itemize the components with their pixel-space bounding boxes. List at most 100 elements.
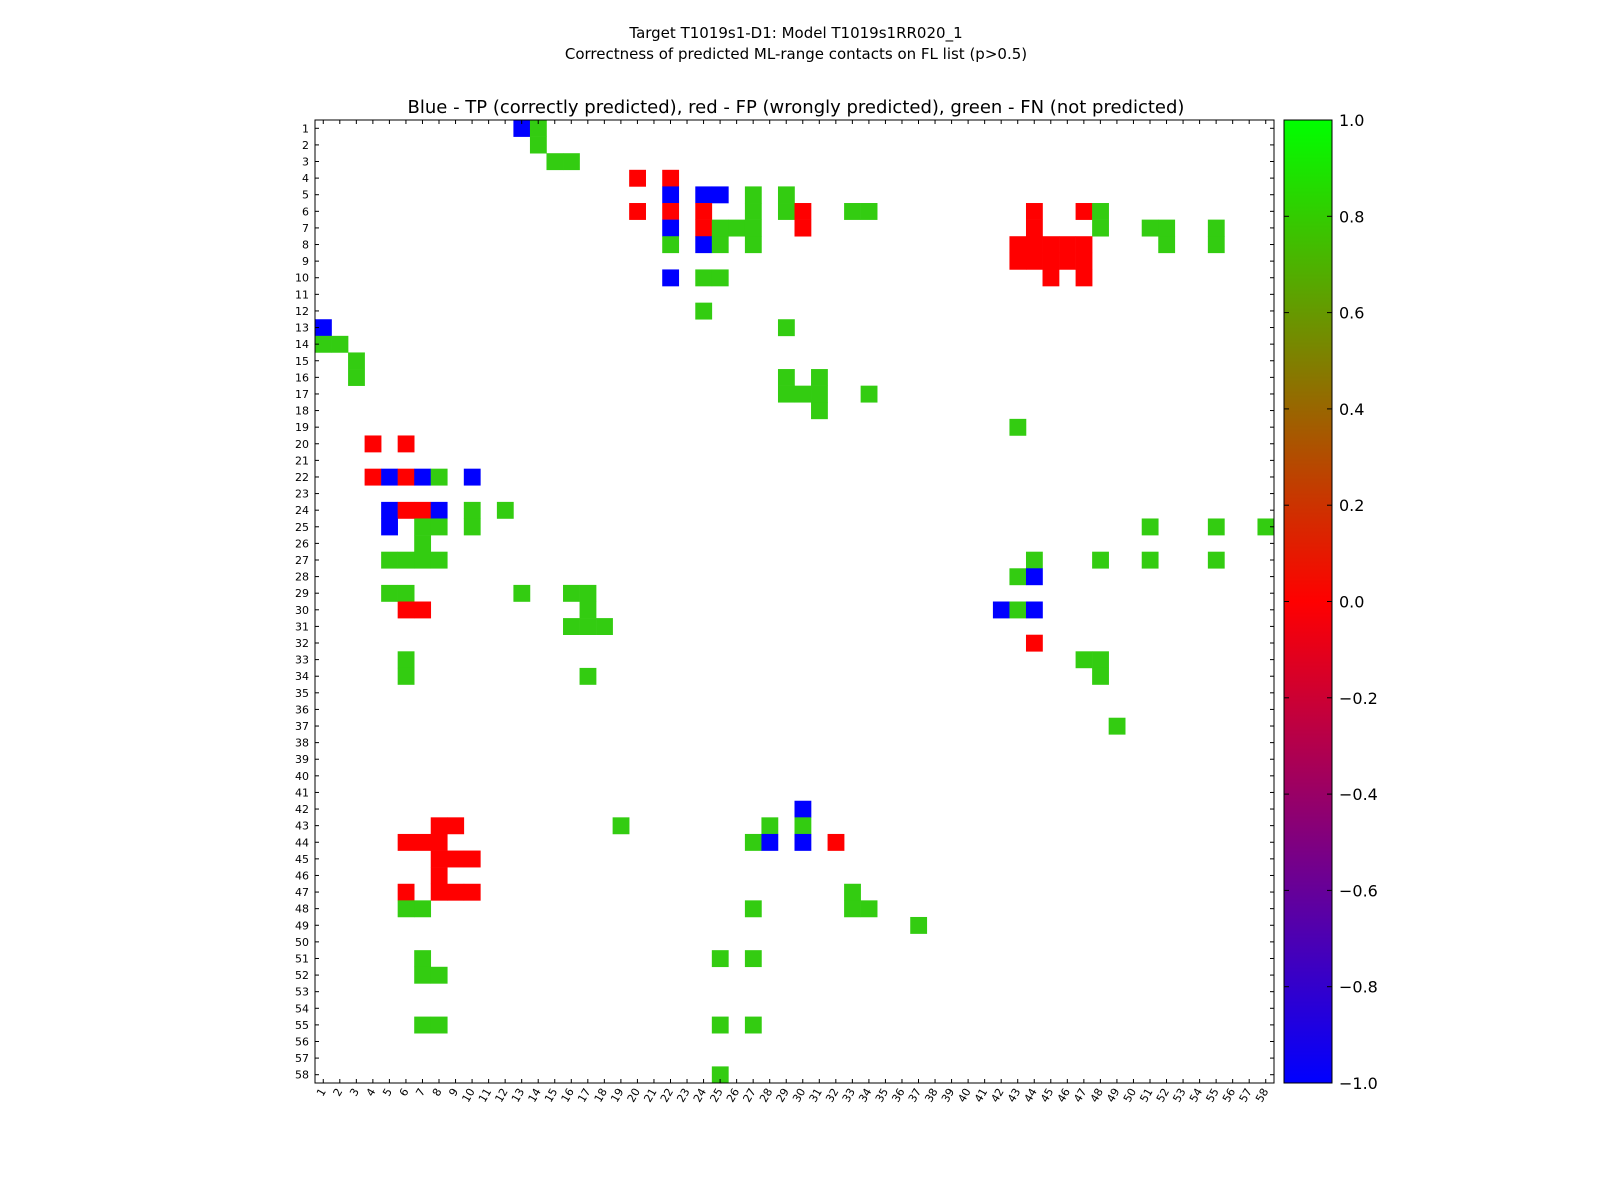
y-tick-label-36: 36 bbox=[295, 703, 309, 716]
cell-fn-r16-c3 bbox=[348, 369, 365, 386]
cell-fn-r55-c7 bbox=[414, 1016, 432, 1034]
cell-fn-r29-c16 bbox=[563, 584, 580, 602]
cell-tp-r1-c13 bbox=[513, 120, 531, 137]
x-tick-label-8: 8 bbox=[430, 1086, 445, 1099]
cell-tp-r24-c8 bbox=[430, 501, 448, 519]
x-tick-label-41: 41 bbox=[972, 1086, 990, 1105]
cell-fn-r48-c7 bbox=[414, 900, 432, 918]
cell-fp-r43-c8 bbox=[430, 817, 448, 835]
cell-fn-r15-c3 bbox=[348, 352, 365, 370]
colorbar-tick-label-1: 1.0 bbox=[1339, 111, 1364, 130]
cell-fn-r7-c26 bbox=[728, 219, 746, 237]
y-tick-label-37: 37 bbox=[295, 720, 309, 733]
cell-fp-r8-c45 bbox=[1042, 236, 1060, 254]
y-tick-label-53: 53 bbox=[295, 986, 309, 999]
cell-fp-r10-c45 bbox=[1042, 269, 1060, 287]
cell-tp-r24-c5 bbox=[381, 501, 398, 519]
cell-fn-r29-c6 bbox=[397, 584, 415, 602]
cell-tp-r5-c25 bbox=[711, 186, 729, 204]
y-tick-label-2: 2 bbox=[302, 139, 309, 152]
y-tick-label-44: 44 bbox=[295, 836, 309, 849]
cell-tp-r10-c22 bbox=[662, 269, 680, 287]
x-tick-label-33: 33 bbox=[840, 1086, 858, 1105]
cell-fn-r8-c55 bbox=[1207, 236, 1225, 254]
x-tick-label-45: 45 bbox=[1038, 1086, 1056, 1105]
x-tick-label-48: 48 bbox=[1088, 1086, 1106, 1105]
x-tick-label-36: 36 bbox=[889, 1086, 907, 1105]
cell-fp-r9-c43 bbox=[1009, 252, 1027, 270]
colorbar-ticks: 1.0 0.8 0.6 0.4 0.2 0.0 −0.2 −0.4 −0.6 −0.8 −1.0 bbox=[1284, 111, 1378, 1093]
cell-fn-r30-c17 bbox=[579, 601, 597, 619]
cell-fn-r31-c17 bbox=[579, 618, 597, 635]
cell-fn-r31-c18 bbox=[596, 618, 613, 635]
colorbar-tick-label-0.4: 0.4 bbox=[1339, 400, 1364, 419]
cell-fp-r9-c44 bbox=[1025, 252, 1043, 270]
x-tick-label-46: 46 bbox=[1055, 1086, 1073, 1105]
x-tick-label-38: 38 bbox=[922, 1086, 940, 1105]
cell-fp-r45-c9 bbox=[447, 850, 465, 868]
cell-fn-r6-c29 bbox=[777, 203, 795, 220]
y-tick-label-51: 51 bbox=[295, 952, 309, 965]
x-tick-label-52: 52 bbox=[1154, 1086, 1172, 1105]
x-tick-label-1: 1 bbox=[314, 1086, 329, 1099]
cell-fn-r29-c17 bbox=[579, 584, 597, 602]
cell-fn-r44-c27 bbox=[744, 833, 762, 851]
x-tick-label-31: 31 bbox=[807, 1086, 825, 1105]
x-tick-label-40: 40 bbox=[955, 1086, 973, 1105]
y-tick-label-1: 1 bbox=[302, 122, 309, 135]
y-tick-label-15: 15 bbox=[295, 355, 309, 368]
y-tick-label-46: 46 bbox=[295, 869, 309, 882]
y-tick-label-33: 33 bbox=[295, 654, 309, 667]
cell-fn-r8-c52 bbox=[1158, 236, 1176, 254]
cell-fp-r44-c6 bbox=[397, 833, 415, 851]
cell-fp-r20-c4 bbox=[364, 435, 382, 453]
cell-fn-r27-c55 bbox=[1207, 551, 1225, 569]
cell-fp-r22-c4 bbox=[364, 468, 382, 486]
y-tick-label-9: 9 bbox=[302, 255, 309, 268]
axis-ticks bbox=[315, 120, 1274, 1083]
cell-fn-r47-c33 bbox=[844, 883, 861, 901]
cell-fn-r14-c1 bbox=[315, 335, 332, 353]
cell-fn-r18-c31 bbox=[811, 402, 828, 420]
cell-fp-r44-c32 bbox=[827, 833, 845, 851]
cell-fn-r52-c8 bbox=[430, 966, 448, 984]
x-tick-label-4: 4 bbox=[364, 1086, 379, 1099]
cell-fn-r48-c27 bbox=[744, 900, 762, 918]
y-tick-label-22: 22 bbox=[295, 471, 309, 484]
cell-fp-r32-c44 bbox=[1025, 634, 1043, 652]
y-tick-label-10: 10 bbox=[295, 272, 309, 285]
cell-tp-r44-c28 bbox=[761, 833, 779, 851]
x-tick-label-37: 37 bbox=[906, 1086, 924, 1105]
y-tick-label-17: 17 bbox=[295, 388, 309, 401]
y-tick-label-16: 16 bbox=[295, 371, 309, 384]
y-tick-label-30: 30 bbox=[295, 604, 309, 617]
x-tick-label-55: 55 bbox=[1203, 1086, 1221, 1105]
cell-fn-r3-c16 bbox=[563, 153, 580, 171]
y-tick-label-20: 20 bbox=[295, 438, 309, 451]
cell-fn-r7-c25 bbox=[711, 219, 729, 237]
y-tick-label-58: 58 bbox=[295, 1069, 309, 1082]
cell-fn-r34-c17 bbox=[579, 667, 597, 685]
cell-fp-r8-c43 bbox=[1009, 236, 1027, 254]
y-tick-label-29: 29 bbox=[295, 587, 309, 600]
cell-fp-r47-c6 bbox=[397, 883, 415, 901]
x-axis-tick-labels: 1 2 3 4 5 6 7 8 91011121314151617181920212223242… bbox=[314, 1086, 1271, 1105]
cell-fn-r10-c25 bbox=[711, 269, 729, 287]
x-tick-label-26: 26 bbox=[724, 1086, 742, 1105]
y-tick-label-25: 25 bbox=[295, 521, 309, 534]
y-tick-label-52: 52 bbox=[295, 969, 309, 982]
y-tick-label-3: 3 bbox=[302, 156, 309, 169]
y-tick-label-24: 24 bbox=[295, 504, 309, 517]
cell-fp-r30-c6 bbox=[397, 601, 415, 619]
cell-fp-r7-c24 bbox=[695, 219, 713, 237]
y-tick-label-48: 48 bbox=[295, 903, 309, 916]
x-tick-label-35: 35 bbox=[873, 1086, 891, 1105]
cell-fn-r34-c6 bbox=[397, 667, 415, 685]
cell-fn-r29-c13 bbox=[513, 584, 531, 602]
cell-fn-r8-c25 bbox=[711, 236, 729, 254]
cell-fp-r9-c45 bbox=[1042, 252, 1060, 270]
y-tick-label-31: 31 bbox=[295, 620, 309, 633]
cell-fp-r8-c44 bbox=[1025, 236, 1043, 254]
x-tick-label-11: 11 bbox=[476, 1086, 494, 1105]
